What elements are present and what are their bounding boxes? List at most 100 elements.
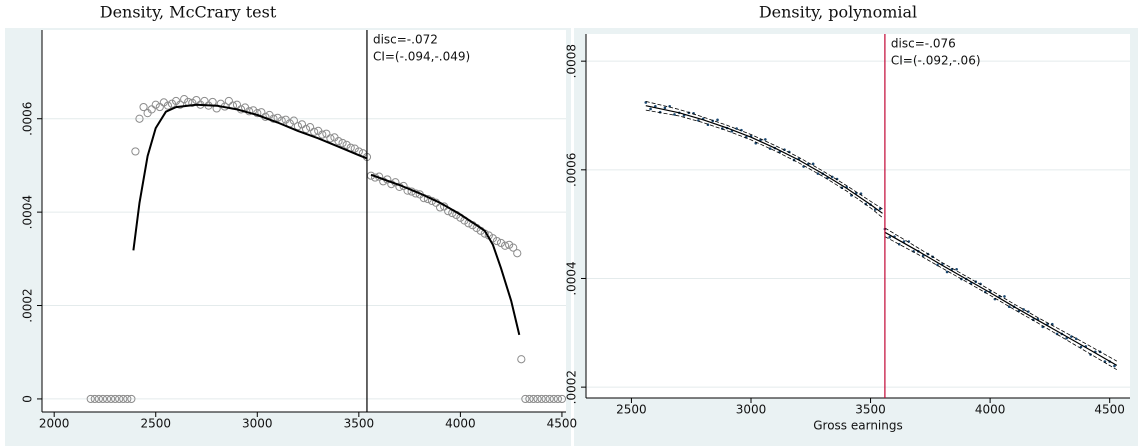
data-point xyxy=(163,101,173,110)
data-point xyxy=(322,129,331,138)
x-tick-label: 4000 xyxy=(975,403,1006,417)
data-point xyxy=(764,138,767,141)
data-point xyxy=(147,105,156,114)
data-point xyxy=(338,138,347,148)
data-point xyxy=(155,102,164,112)
x-tick-label: 3500 xyxy=(855,403,886,417)
data-point xyxy=(716,118,719,122)
data-point xyxy=(945,270,949,274)
y-tick-label: .0002 xyxy=(565,370,579,404)
data-point xyxy=(94,394,103,404)
data-point xyxy=(541,394,550,404)
data-point xyxy=(513,249,522,258)
data-point xyxy=(305,123,315,132)
data-point xyxy=(517,355,526,364)
x-tick-label: 2500 xyxy=(616,403,647,417)
fit-line xyxy=(132,103,368,251)
data-point xyxy=(521,394,530,404)
data-point xyxy=(668,104,671,108)
fit-line xyxy=(370,173,521,336)
data-point xyxy=(90,394,99,404)
data-point xyxy=(811,162,815,166)
x-tick-label: 2500 xyxy=(140,417,171,431)
plot-area xyxy=(586,34,1130,398)
annotation: disc=-.076 xyxy=(891,37,956,51)
fit-line xyxy=(884,231,1118,366)
data-point xyxy=(318,130,327,139)
y-tick-label: .0002 xyxy=(21,288,35,322)
data-point xyxy=(533,394,542,404)
data-point xyxy=(553,394,562,404)
x-tick-label: 4500 xyxy=(547,417,578,431)
data-point xyxy=(180,95,189,104)
confidence-line xyxy=(884,236,1118,371)
x-tick-label: 2000 xyxy=(39,417,70,431)
data-point xyxy=(273,113,282,122)
data-point xyxy=(888,235,891,239)
data-point xyxy=(224,96,233,106)
data-point xyxy=(663,106,667,110)
data-point xyxy=(529,394,538,404)
chart-title: Density, McCrary test xyxy=(100,3,277,22)
data-point xyxy=(127,394,136,404)
data-point xyxy=(955,267,958,271)
y-tick-label: .0006 xyxy=(21,102,35,136)
data-point xyxy=(326,134,335,143)
data-point xyxy=(509,243,518,252)
data-point xyxy=(334,137,343,146)
data-point xyxy=(98,394,108,404)
annotation: disc=-.072 xyxy=(373,33,438,47)
x-tick-label: 4500 xyxy=(1094,403,1125,417)
data-point xyxy=(111,394,120,404)
annotation: CI=(-.094,-.049) xyxy=(373,50,470,64)
data-point xyxy=(151,100,160,109)
data-point xyxy=(654,104,657,108)
data-point xyxy=(505,240,514,249)
data-point xyxy=(557,394,567,404)
data-point xyxy=(350,144,359,153)
data-point xyxy=(188,98,197,107)
data-point xyxy=(342,140,351,149)
data-point xyxy=(123,394,132,404)
y-tick-label: .0006 xyxy=(565,153,579,187)
confidence-line xyxy=(645,101,883,210)
data-point xyxy=(310,127,319,136)
data-point xyxy=(878,207,882,211)
data-point xyxy=(549,394,558,404)
data-point xyxy=(1079,345,1083,349)
data-point xyxy=(697,119,700,122)
y-tick-label: .0008 xyxy=(565,44,579,78)
data-point xyxy=(649,107,652,111)
data-point xyxy=(496,238,506,248)
fit-line xyxy=(645,105,883,214)
x-tick-label: 3500 xyxy=(344,417,375,431)
data-point xyxy=(135,114,144,123)
y-tick-label: .0004 xyxy=(21,195,35,229)
data-point xyxy=(106,394,116,404)
data-point xyxy=(102,394,112,404)
data-point xyxy=(115,394,124,404)
data-point xyxy=(297,120,307,129)
data-point xyxy=(289,116,298,125)
data-point xyxy=(673,113,676,116)
x-tick-label: 3000 xyxy=(242,417,273,431)
data-point xyxy=(525,394,534,404)
data-point xyxy=(500,241,510,250)
data-point xyxy=(131,147,140,156)
data-point xyxy=(167,99,177,108)
data-point xyxy=(293,122,303,131)
data-point xyxy=(301,124,311,134)
y-tick-label: .0004 xyxy=(565,261,579,295)
data-point xyxy=(537,394,546,404)
data-point xyxy=(1074,337,1078,341)
data-point xyxy=(232,100,242,109)
data-point xyxy=(735,127,738,130)
data-point xyxy=(176,100,185,109)
plot-area xyxy=(42,30,566,412)
data-point xyxy=(1113,364,1116,368)
chart-title: Density, polynomial xyxy=(759,3,917,22)
data-point xyxy=(492,236,502,246)
x-axis-label: Gross earnings xyxy=(813,419,903,433)
data-point xyxy=(192,95,201,105)
y-tick-label: 0 xyxy=(21,395,35,403)
